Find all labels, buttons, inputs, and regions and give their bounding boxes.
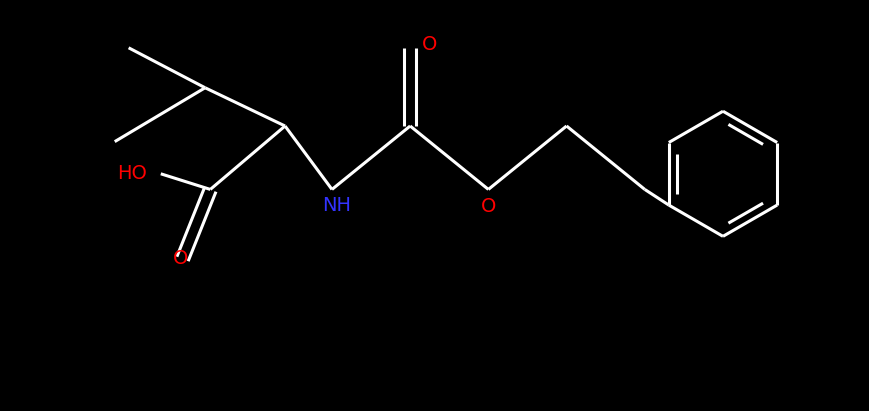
- Text: HO: HO: [117, 164, 147, 183]
- Text: O: O: [173, 249, 189, 268]
- Text: O: O: [421, 35, 437, 54]
- Text: NH: NH: [322, 196, 351, 215]
- Text: O: O: [481, 197, 496, 216]
